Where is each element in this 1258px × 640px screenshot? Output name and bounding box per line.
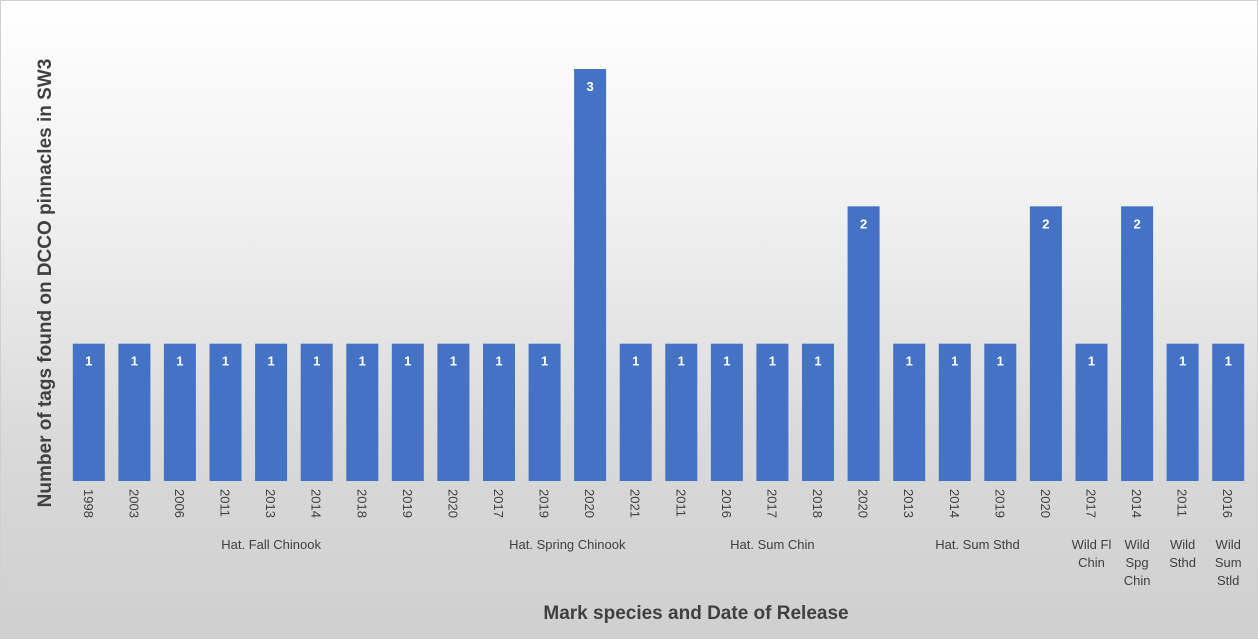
bar	[1029, 206, 1062, 482]
bar	[938, 343, 971, 481]
data-label: 2	[1133, 216, 1140, 231]
category-group-label: Hat. Sum Sthd	[935, 537, 1020, 552]
data-label: 1	[1179, 354, 1186, 369]
data-label: 1	[131, 354, 138, 369]
data-label: 1	[176, 354, 183, 369]
bar	[847, 206, 880, 482]
x-tick-label: 2018	[354, 489, 369, 518]
category-group-label: Hat. Fall Chinook	[221, 537, 321, 552]
data-label: 1	[1225, 354, 1232, 369]
x-tick-label: 2020	[582, 489, 597, 518]
bar	[893, 343, 926, 481]
data-label: 1	[1088, 354, 1095, 369]
bar	[391, 343, 424, 481]
x-tick-label: 2016	[719, 489, 734, 518]
category-group-label: Wild Sthd	[1169, 537, 1196, 570]
x-tick-label: 2020	[445, 489, 460, 518]
data-label: 3	[586, 79, 593, 94]
bars-layer	[72, 69, 1245, 482]
y-axis-title: Number of tags found on DCCO pinnacles i…	[35, 59, 56, 508]
bar	[118, 343, 151, 481]
data-label: 1	[359, 354, 366, 369]
x-tick-label: 2003	[126, 489, 141, 518]
data-label: 1	[814, 354, 821, 369]
data-label: 1	[723, 354, 730, 369]
bar	[1166, 343, 1199, 481]
x-tick-label: 2006	[172, 489, 187, 518]
data-label: 1	[951, 354, 958, 369]
bar	[163, 343, 196, 481]
bar	[72, 343, 105, 481]
x-axis-title: Mark species and Date of Release	[543, 603, 848, 624]
bar	[574, 69, 607, 481]
data-label: 1	[678, 354, 685, 369]
x-tick-label: 2017	[764, 489, 779, 518]
x-tick-label: 2011	[673, 489, 688, 517]
bar	[255, 343, 288, 481]
bar	[1075, 343, 1108, 481]
x-tick-label: 1998	[81, 489, 96, 518]
x-tick-label: 2019	[400, 489, 415, 518]
x-tick-label: 2014	[1129, 489, 1144, 518]
x-tick-label: 2020	[1038, 489, 1053, 518]
x-tick-label: 2018	[810, 489, 825, 518]
data-label: 1	[769, 354, 776, 369]
bar	[802, 343, 834, 481]
bar	[437, 343, 470, 481]
data-label: 1	[85, 354, 92, 369]
data-label: 1	[404, 354, 411, 369]
bar	[300, 343, 333, 481]
bar	[528, 343, 561, 481]
data-label: 1	[906, 354, 913, 369]
x-tick-label: 2011	[1175, 489, 1190, 517]
bar	[756, 343, 789, 481]
data-label: 1	[495, 354, 502, 369]
bar	[346, 343, 379, 481]
x-tick-label: 2017	[1084, 489, 1099, 518]
data-label: 1	[632, 354, 639, 369]
data-label: 2	[860, 216, 867, 231]
bar	[984, 343, 1017, 481]
x-tick-labels: 1998 2003 2006 2011 2013 2014 2018 2019 2020 2017…	[81, 489, 1235, 518]
x-tick-label: 2019	[992, 489, 1007, 518]
x-tick-label: 2020	[856, 489, 871, 518]
category-group-label: Wild Sum Stld	[1215, 537, 1242, 588]
bar	[665, 343, 698, 481]
x-tick-label: 2016	[1220, 489, 1235, 518]
bar	[483, 343, 515, 481]
bar	[1121, 206, 1154, 482]
category-group-label: Wild Fl Chin	[1072, 537, 1112, 570]
data-label: 1	[450, 354, 457, 369]
category-group-label: Hat. Sum Chin	[730, 537, 815, 552]
category-group-label: Hat. Spring Chinook	[509, 537, 626, 552]
data-labels-layer: 1 1 1 1 1 1 1 1 1 1 1 3 1 1 1 1 1 2 1 1 1 2 1 2 1 1	[85, 79, 1232, 369]
data-label: 1	[997, 354, 1004, 369]
category-group-label: Wild Spg Chin	[1124, 537, 1151, 588]
x-tick-label: 2017	[491, 489, 506, 518]
x-tick-label: 2013	[901, 489, 916, 518]
x-tick-label: 2013	[263, 489, 278, 518]
x-tick-label: 2014	[947, 489, 962, 518]
data-label: 1	[313, 354, 320, 369]
data-label: 2	[1042, 216, 1049, 231]
bar	[619, 343, 652, 481]
data-label: 1	[222, 354, 229, 369]
x-tick-label: 2011	[218, 489, 233, 517]
x-tick-label: 2019	[537, 489, 552, 518]
bar	[710, 343, 743, 481]
bar	[209, 343, 242, 481]
data-label: 1	[267, 354, 274, 369]
x-tick-label: 2021	[628, 489, 643, 518]
category-group-labels: Hat. Fall Chinook Hat. Spring Chinook Hat.…	[221, 537, 1241, 588]
bar	[1212, 343, 1245, 481]
x-tick-label: 2014	[309, 489, 324, 518]
data-label: 1	[541, 354, 548, 369]
